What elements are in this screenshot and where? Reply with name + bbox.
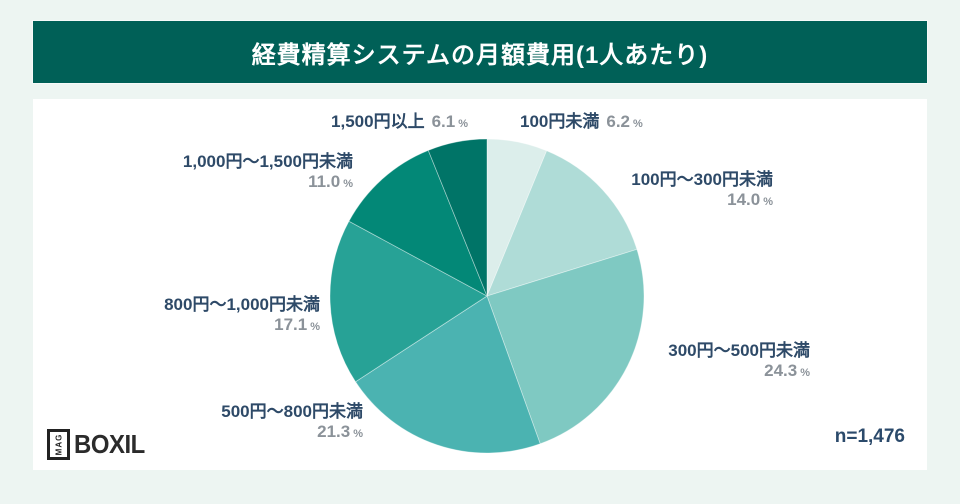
slice-percent: 14.0% bbox=[727, 190, 773, 209]
slice-category: 500円〜800円未満 bbox=[221, 402, 363, 421]
percent-sign: % bbox=[633, 118, 643, 130]
boxil-logo-text: BOXIL bbox=[74, 429, 145, 459]
percent-sign: % bbox=[458, 118, 468, 130]
percent-sign: % bbox=[763, 196, 773, 208]
percent-sign: % bbox=[343, 178, 353, 190]
slice-percent: 17.1% bbox=[274, 315, 320, 334]
slice-label-over-1500: 1,500円以上 6.1% bbox=[248, 112, 468, 134]
pie-slice-0 bbox=[486, 139, 548, 297]
pie-slice-6 bbox=[427, 139, 488, 297]
chart-title: 経費精算システムの月額費用(1人あたり) bbox=[251, 41, 709, 69]
pie-chart bbox=[330, 139, 644, 453]
slice-label-100-300: 100円〜300円未満 14.0% bbox=[568, 170, 773, 212]
percent-sign: % bbox=[800, 367, 810, 379]
pie-slice-4 bbox=[330, 220, 488, 383]
slice-category: 100円〜300円未満 bbox=[631, 170, 773, 189]
pie-slice-5 bbox=[348, 149, 488, 297]
slice-category: 300円〜500円未満 bbox=[668, 341, 810, 360]
slice-label-300-500: 300円〜500円未満 24.3% bbox=[610, 341, 810, 383]
slice-percent: 24.3% bbox=[764, 361, 810, 380]
slice-label-800-1000: 800円〜1,000円未満 17.1% bbox=[115, 295, 320, 337]
percent-sign: % bbox=[310, 321, 320, 333]
pie-slice-1 bbox=[486, 150, 638, 297]
chart-card: 100円未満 6.2% 100円〜300円未満 14.0% 300円〜500円未満… bbox=[33, 99, 927, 470]
title-banner: 経費精算システムの月額費用(1人あたり) bbox=[33, 21, 927, 83]
slice-percent: 6.2% bbox=[606, 112, 643, 131]
slice-label-1000-1500: 1,000円〜1,500円未満 11.0% bbox=[143, 152, 353, 194]
slice-label-under-100: 100円未満 6.2% bbox=[520, 112, 730, 134]
slice-percent: 6.1% bbox=[431, 112, 468, 131]
slice-category: 800円〜1,000円未満 bbox=[164, 295, 320, 314]
sample-size-label: n=1,476 bbox=[834, 426, 905, 447]
slice-category: 1,000円〜1,500円未満 bbox=[182, 152, 353, 171]
boxil-mag-logo: MAG BOXIL bbox=[47, 429, 151, 460]
slice-category: 100円未満 bbox=[520, 112, 600, 131]
slice-category: 1,500円以上 bbox=[331, 112, 425, 131]
slice-percent: 11.0% bbox=[308, 172, 353, 191]
pie-slice-2 bbox=[486, 248, 644, 445]
slice-label-500-800: 500円〜800円未満 21.3% bbox=[158, 402, 363, 444]
mag-logo-icon: MAG bbox=[47, 429, 70, 460]
percent-sign: % bbox=[353, 428, 363, 440]
slice-percent: 21.3% bbox=[317, 422, 363, 441]
pie-slice-3 bbox=[354, 295, 541, 453]
